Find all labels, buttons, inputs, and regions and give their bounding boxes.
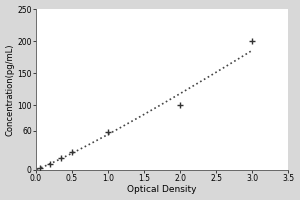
X-axis label: Optical Density: Optical Density [128,185,197,194]
Y-axis label: Concentration(pg/mL): Concentration(pg/mL) [6,43,15,136]
